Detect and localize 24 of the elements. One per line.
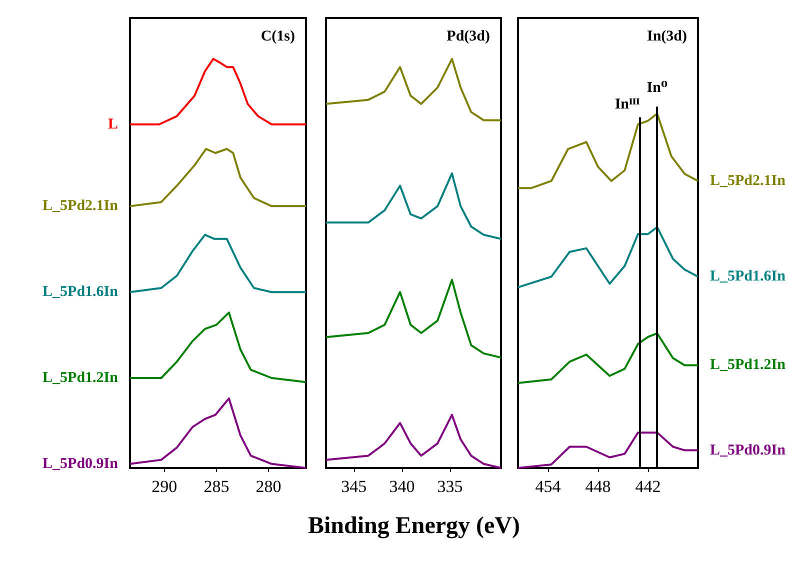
x-tick-label: 280	[256, 477, 282, 496]
ref-line-label: Inᴵᴵᴵ	[614, 96, 640, 113]
x-tick-label: 454	[535, 477, 562, 496]
series-label: L_5Pd1.2In	[710, 357, 786, 374]
series-label: L_5Pd2.1In	[42, 198, 119, 214]
x-tick-label: 340	[389, 477, 415, 496]
chart-title: Pd(3d)	[446, 28, 490, 44]
series-label: L_5Pd1.6In	[710, 268, 786, 285]
chart-title: C(1s)	[260, 28, 296, 44]
series-label: L_5Pd2.1In	[710, 172, 786, 189]
x-tick-label: 345	[341, 477, 367, 496]
series-label: L_5Pd1.2In	[42, 370, 119, 386]
series-label: L_5Pd0.9In	[42, 456, 119, 472]
series-label: L_5Pd0.9In	[710, 442, 786, 458]
x-tick-label: 285	[204, 477, 230, 496]
x-tick-label: 335	[437, 477, 463, 496]
x-tick-label: 448	[585, 477, 611, 496]
x-axis-title: Binding Energy (eV)	[306, 513, 521, 540]
x-tick-label: 290	[152, 477, 178, 496]
series-label: L	[108, 116, 118, 132]
ref-line-label: In⁰	[646, 80, 668, 96]
x-tick-label: 442	[635, 477, 661, 496]
chart-title: In(3d)	[646, 28, 688, 44]
series-label: L_5Pd1.6In	[42, 284, 119, 300]
